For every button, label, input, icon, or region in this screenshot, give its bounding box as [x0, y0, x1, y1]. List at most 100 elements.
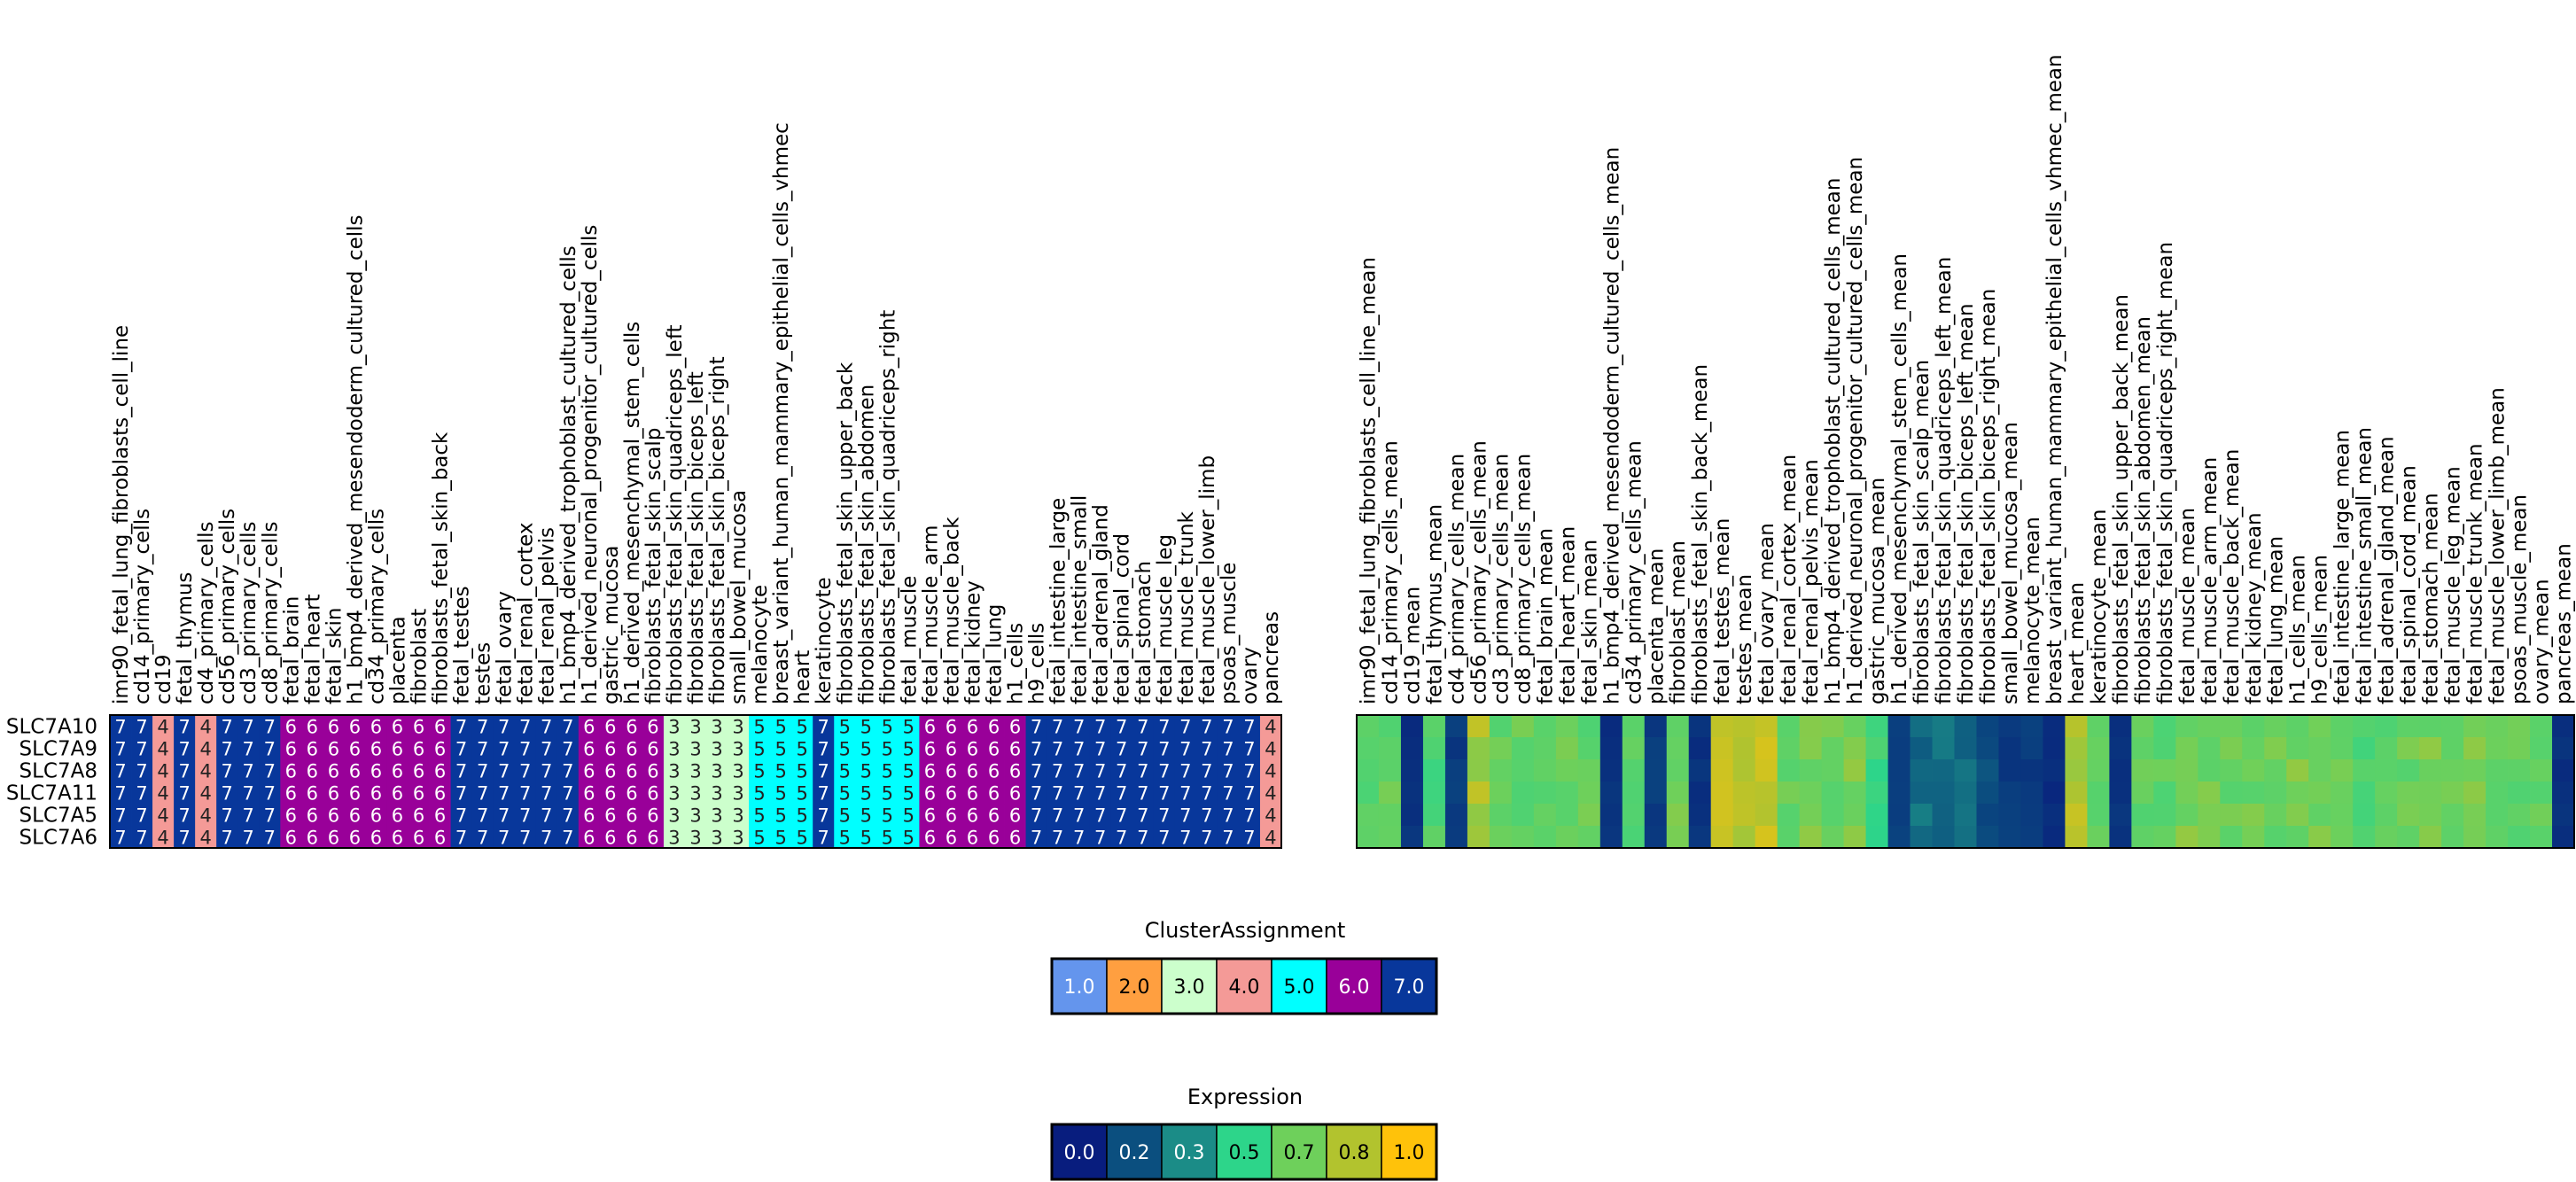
cell-label: 3 [732, 739, 743, 760]
heatmap-cell [961, 715, 984, 738]
cell-label: 6 [626, 783, 637, 805]
cell-label: 6 [349, 783, 361, 805]
heatmap-cell [1710, 737, 1734, 760]
heatmap-cell [1688, 826, 1712, 849]
heatmap-cell [152, 804, 175, 827]
heatmap-cell [1644, 826, 1668, 849]
heatmap-cell [728, 759, 750, 782]
cell-label: 5 [903, 783, 914, 805]
cell-label: 7 [178, 783, 190, 805]
heatmap-cell [2486, 804, 2509, 827]
heatmap-cell [1068, 715, 1091, 738]
heatmap-cell [344, 782, 366, 805]
heatmap-cell [2375, 737, 2398, 760]
heatmap-cell [1865, 804, 1888, 827]
heatmap-cell [152, 715, 175, 738]
cell-label: 5 [860, 783, 872, 805]
column-label: melanocyte_mean [2021, 517, 2044, 704]
cell-label: 7 [243, 739, 254, 760]
heatmap-cell [876, 715, 899, 738]
cell-label: 7 [818, 828, 829, 849]
cell-label: 7 [1137, 739, 1148, 760]
cell-label: 7 [1201, 761, 1212, 782]
legend-swatch [1161, 958, 1218, 1015]
heatmap-cell [1932, 804, 1955, 827]
cell-label: 5 [753, 805, 765, 827]
column-label: imr90_fetal_lung_fibroblasts_cell_line [110, 325, 133, 704]
heatmap-cell [514, 782, 537, 805]
legend-swatch [1381, 958, 1437, 1015]
column-label: keratinocyte [813, 577, 836, 704]
column-label: fetal_renal_cortex [515, 523, 538, 704]
heatmap-cell [259, 759, 281, 782]
cell-label: 7 [519, 783, 531, 805]
heatmap-cell [2020, 826, 2043, 849]
cell-label: 6 [647, 761, 658, 782]
column-label: fetal_muscle_back [940, 517, 963, 704]
heatmap-cell [2131, 759, 2154, 782]
heatmap-cell [2242, 715, 2265, 738]
heatmap-cell [1195, 782, 1218, 805]
heatmap-cell [2198, 782, 2221, 805]
column-label: heart_mean [2066, 582, 2089, 704]
column-label: cd4_primary_cells_mean [1445, 454, 1468, 704]
heatmap-cell [1174, 804, 1197, 827]
heatmap-cell [1622, 826, 1646, 849]
heatmap-cell [1976, 804, 1999, 827]
heatmap-cell [493, 804, 516, 827]
heatmap-cell [663, 782, 686, 805]
heatmap-cell [1068, 826, 1091, 849]
heatmap-cell [1577, 759, 1601, 782]
cell-label: 6 [307, 717, 318, 738]
column-label: fetal_lung [984, 604, 1007, 704]
cell-label: 7 [1052, 828, 1063, 849]
cell-label: 5 [882, 783, 893, 805]
heatmap-cell [1357, 737, 1380, 760]
cell-label: 5 [903, 828, 914, 849]
cell-label: 6 [307, 761, 318, 782]
heatmap-cell [1068, 737, 1091, 760]
heatmap-cell [1732, 804, 1756, 827]
cell-label: 6 [1009, 828, 1021, 849]
column-label: h1_derived_neuronal_progenitor_cultured_… [579, 225, 602, 704]
heatmap-cell [2375, 804, 2398, 827]
heatmap-cell [1666, 737, 1690, 760]
heatmap-cell [1865, 826, 1888, 849]
column-label: h9_cells [1026, 623, 1049, 704]
cell-label: 6 [604, 783, 616, 805]
heatmap-cell [813, 759, 835, 782]
legend-label: 7.0 [1394, 976, 1425, 999]
expression-legend: Expression 0.0 0.2 0.3 0.5 0.7 0.8 1.0 [1050, 1085, 1438, 1181]
cell-label: 4 [1265, 717, 1276, 738]
heatmap-cell [1089, 759, 1112, 782]
column-label: fetal_muscle_lower_limb_mean [2487, 387, 2510, 704]
heatmap-cell [535, 759, 558, 782]
column-label: fibroblasts_fetal_skin_biceps_right [706, 356, 729, 704]
heatmap-cell [2153, 737, 2176, 760]
cell-label: 7 [1073, 761, 1085, 782]
row-label: SLC7A8 [19, 760, 97, 783]
cell-label: 7 [1031, 783, 1042, 805]
heatmap-cell [706, 737, 728, 760]
heatmap-cell [1047, 715, 1070, 738]
cell-label: 5 [882, 739, 893, 760]
column-label: fetal_stomach [1132, 561, 1156, 704]
heatmap-cell [1910, 715, 1933, 738]
legend-label: 2.0 [1119, 976, 1150, 999]
heatmap-cell [450, 715, 473, 738]
cell-label: 6 [1009, 783, 1021, 805]
heatmap-cell [2131, 804, 2154, 827]
cell-label: 7 [114, 828, 126, 849]
heatmap-cell [301, 826, 323, 849]
heatmap-cell [1599, 759, 1623, 782]
column-label: cd34_primary_cells_mean [1623, 440, 1646, 704]
cell-label: 6 [349, 761, 361, 782]
cell-label: 6 [924, 761, 936, 782]
cell-label: 7 [1201, 717, 1212, 738]
heatmap-cell [1910, 759, 1933, 782]
column-label: fetal_intestine_large [1047, 498, 1070, 704]
heatmap-cell [1821, 759, 1844, 782]
cell-label: 7 [455, 805, 467, 827]
heatmap-cell [1555, 737, 1579, 760]
